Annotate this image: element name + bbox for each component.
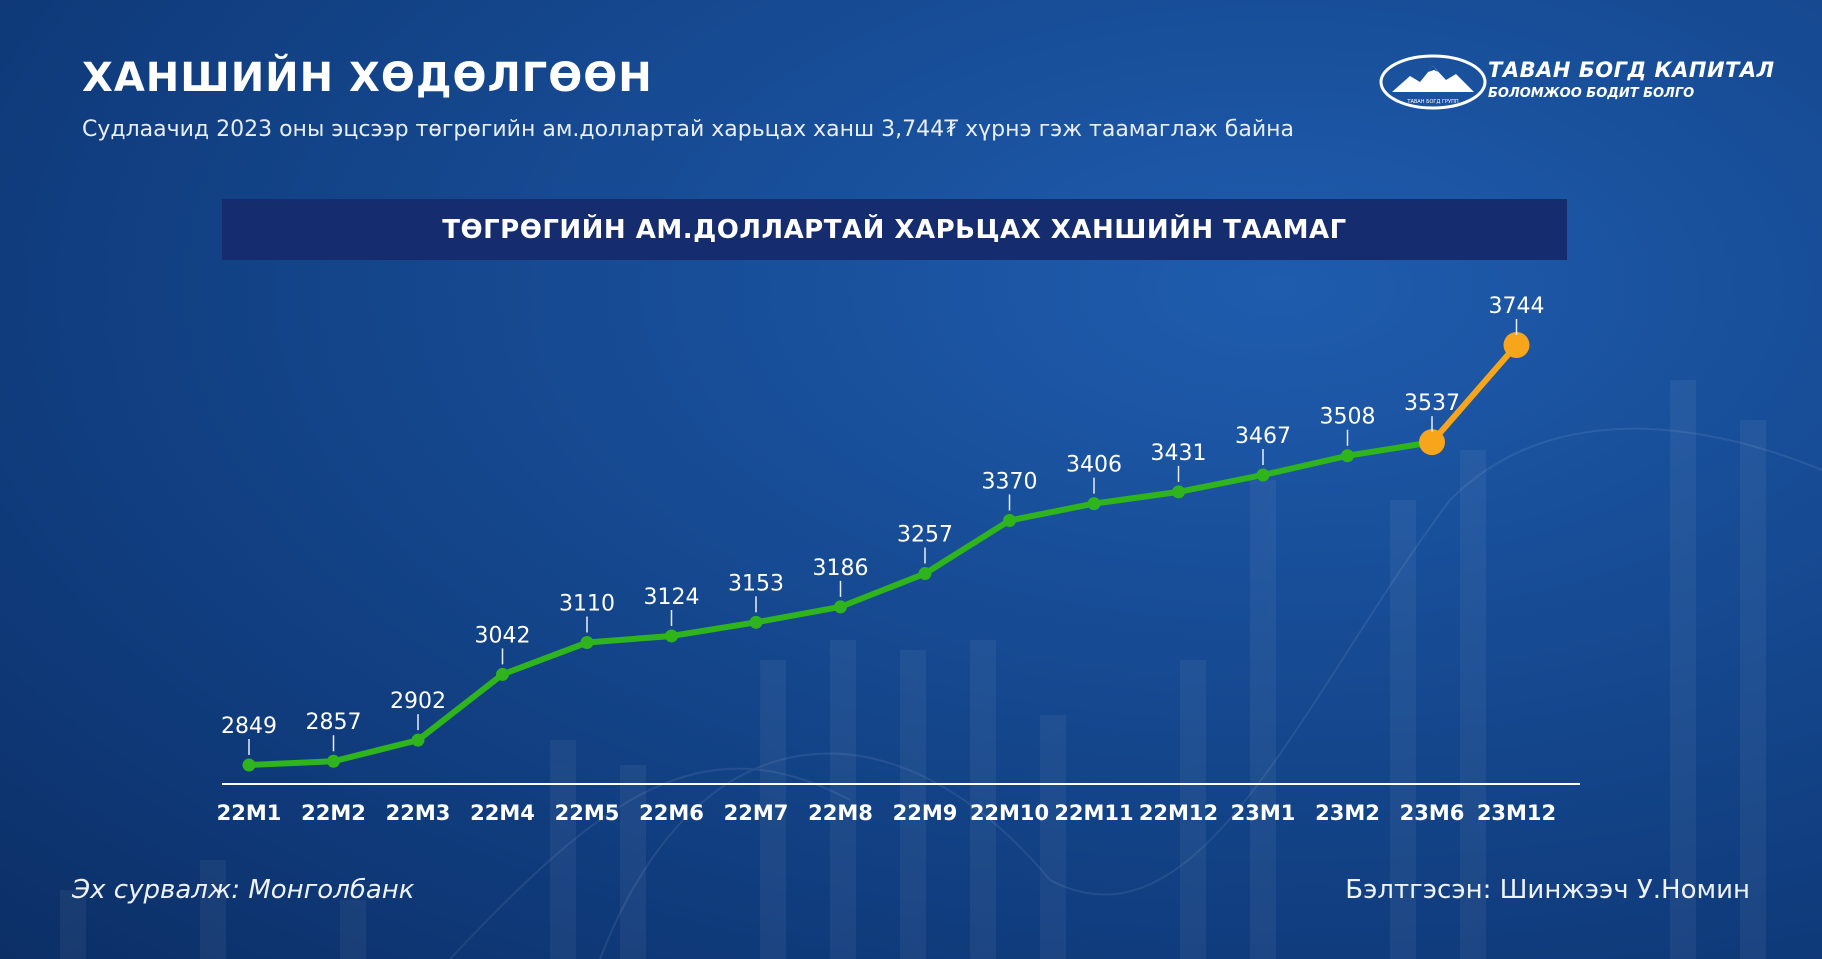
forecast-point: [1503, 332, 1530, 358]
x-tick-label: 23M12: [1477, 801, 1556, 825]
forecast-point: [1419, 429, 1445, 456]
x-tick-label: 22M1: [217, 801, 282, 825]
data-label: 3744: [1489, 294, 1545, 319]
data-point: [1172, 485, 1185, 499]
data-point: [1341, 449, 1354, 463]
chart-title: ТӨГРӨГИЙН АМ.ДОЛЛАРТАЙ ХАРЬЦАХ ХАНШИЙН Т…: [442, 214, 1347, 245]
chart-title-banner: ТӨГРӨГИЙН АМ.ДОЛЛАРТАЙ ХАРЬЦАХ ХАНШИЙН Т…: [222, 199, 1567, 260]
x-tick-label: 22M8: [808, 801, 873, 825]
data-point: [918, 567, 932, 581]
x-tick-label: 22M10: [970, 801, 1049, 825]
data-point: [242, 758, 256, 772]
x-tick-label: 22M5: [555, 801, 620, 825]
source-note: Эх сурвалж: Монголбанк: [72, 875, 415, 905]
forecast-series-line: [1429, 343, 1519, 445]
data-label: 3431: [1151, 441, 1207, 466]
author-note: Бэлтгэсэн: Шинжээч У.Номин: [1345, 875, 1750, 905]
x-tick-label: 23M1: [1231, 801, 1296, 825]
data-label: 3153: [728, 571, 784, 596]
x-tick-label: 22M11: [1054, 801, 1133, 825]
data-label: 3537: [1404, 391, 1460, 416]
data-point: [749, 615, 763, 629]
data-label: 3042: [475, 623, 531, 648]
x-tick-label: 22M4: [470, 801, 535, 825]
data-label: 3124: [644, 585, 700, 610]
data-point: [327, 754, 340, 768]
data-label: 2857: [306, 710, 362, 735]
x-tick-label: 22M9: [893, 801, 958, 825]
x-tick-label: 22M2: [301, 801, 366, 825]
data-point: [834, 600, 847, 614]
data-point: [665, 629, 678, 643]
data-label: 2849: [221, 714, 277, 739]
page-subtitle: Судлаачид 2023 оны эцсээр төгрөгийн ам.д…: [82, 117, 1295, 142]
x-tick-label: 23M6: [1400, 801, 1465, 825]
data-label: 3467: [1235, 424, 1291, 449]
data-label: 3370: [982, 470, 1038, 495]
data-label: 3257: [897, 523, 953, 548]
data-point: [1087, 497, 1101, 511]
data-label: 3406: [1066, 453, 1122, 478]
x-tick-label: 22M6: [639, 801, 704, 825]
data-point: [1003, 514, 1016, 528]
data-label: 2902: [390, 689, 446, 714]
data-point: [411, 733, 425, 747]
x-tick-label: 22M7: [724, 801, 789, 825]
logo-tagline: БОЛОМЖОО БОДИТ БОЛГО: [1488, 86, 1695, 101]
company-logo: ТАВАН БОГД ГРУПП ТАВАН БОГД КАПИТАЛ БОЛО…: [1378, 52, 1774, 112]
x-tick-label: 23M2: [1315, 801, 1380, 825]
data-point: [580, 636, 594, 650]
logo-name: ТАВАН БОГД КАПИТАЛ: [1488, 58, 1775, 82]
data-label: 3186: [813, 556, 869, 581]
mountain-logo-icon: ТАВАН БОГД ГРУПП: [1379, 54, 1487, 110]
x-tick-label: 22M12: [1139, 801, 1218, 825]
data-label: 3110: [559, 592, 615, 617]
data-point: [1256, 468, 1270, 482]
logo-mark-text: ТАВАН БОГД ГРУПП: [1406, 99, 1458, 105]
page-title: ХАНШИЙН ХӨДӨЛГӨӨН: [82, 55, 653, 101]
data-point: [496, 667, 509, 681]
data-label: 3508: [1320, 405, 1376, 430]
x-tick-label: 22M3: [386, 801, 451, 825]
